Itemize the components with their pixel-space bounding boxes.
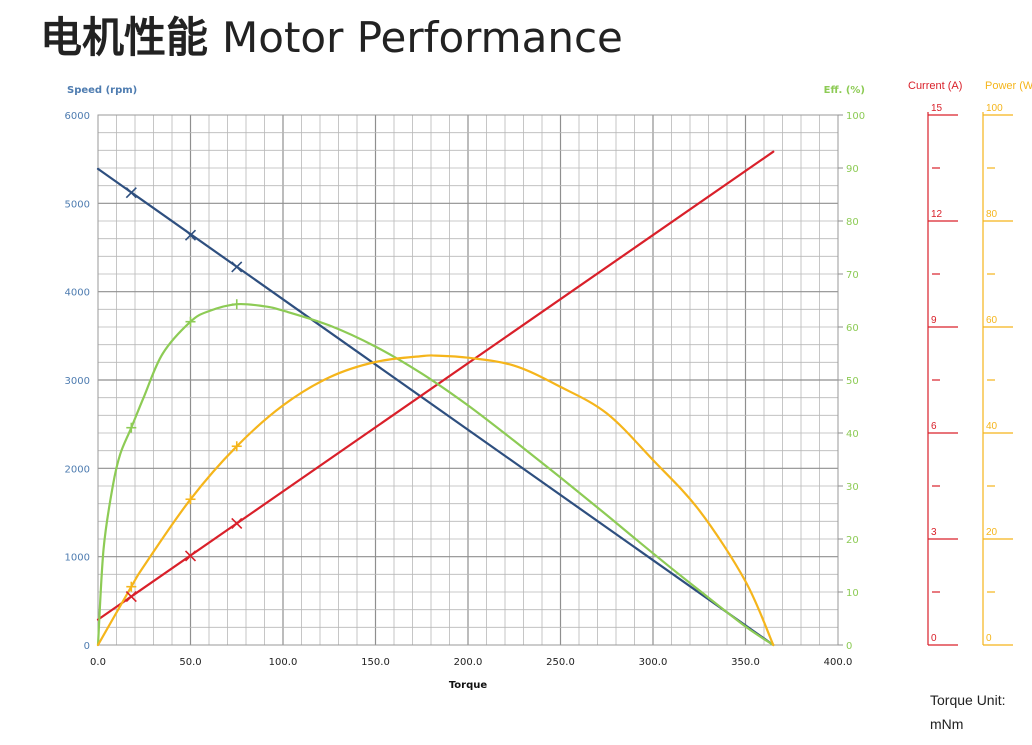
efficiency-line	[96, 302, 775, 647]
current-scale-label: 0	[931, 633, 937, 644]
speed-line	[96, 167, 775, 647]
efficiency-tick-label: 20	[846, 535, 859, 546]
torque-unit-note: Torque Unit: mNm	[930, 688, 1030, 736]
current-scale-label: 6	[931, 421, 937, 432]
speed-marker-stroke	[184, 229, 197, 241]
speed-tick-label: 3000	[65, 376, 90, 387]
efficiency-tick-label: 80	[846, 217, 859, 228]
x-tick-label: 150.0	[361, 657, 390, 668]
current-axis-title: Current (A)	[908, 80, 962, 92]
efficiency-tick-label: 10	[846, 588, 859, 599]
current-marker-stroke	[184, 550, 197, 562]
efficiency-tick-label: 100	[846, 111, 865, 122]
current-marker	[231, 517, 243, 530]
torque-unit-label: Torque Unit:	[930, 692, 1006, 708]
current-scale-label: 15	[931, 103, 943, 114]
speed-marker-stroke	[231, 261, 243, 273]
current-scale-label: 9	[931, 315, 937, 326]
x-tick-label: 400.0	[824, 657, 853, 668]
efficiency-axis-title: Eff. (%)	[824, 85, 865, 96]
series-markers	[125, 187, 243, 603]
speed-marker	[231, 261, 243, 273]
efficiency-tick-label: 0	[846, 641, 852, 652]
speed-marker	[184, 229, 197, 241]
efficiency-marker	[126, 422, 137, 433]
x-axis-title: Torque	[449, 680, 488, 691]
efficiency-tick-label: 70	[846, 270, 859, 281]
x-tick-label: 50.0	[179, 657, 201, 668]
page-title-chinese: 电机性能	[40, 13, 209, 62]
power-axis-title: Power (W	[985, 80, 1032, 92]
x-tick-label: 250.0	[546, 657, 575, 668]
power-scale-label: 40	[986, 421, 998, 432]
power-marker	[231, 441, 242, 452]
efficiency-tick-label: 90	[846, 164, 859, 175]
speed-tick-label: 1000	[65, 553, 90, 564]
speed-tick-label: 5000	[65, 199, 90, 210]
current-marker-stroke	[231, 517, 243, 530]
side-scales: 0 3 6 9 12 15 0 20 40 60 80 100	[927, 103, 1013, 646]
series-lines	[96, 150, 775, 647]
power-scale-label: 60	[986, 315, 998, 326]
power-scale-label: 80	[986, 209, 998, 220]
page-title: 电机性能 Motor Performance	[40, 4, 623, 65]
power-marker	[185, 494, 196, 505]
x-tick-label: 100.0	[269, 657, 298, 668]
page-title-english: Motor Performance	[222, 13, 623, 62]
power-scale-label: 100	[986, 103, 1003, 114]
power-scale-label: 20	[986, 527, 998, 538]
efficiency-marker	[231, 299, 242, 310]
power-line	[96, 354, 775, 647]
current-marker-stroke	[125, 591, 137, 603]
power-scale-label: 0	[986, 633, 992, 644]
x-tick-label: 0.0	[90, 657, 106, 668]
current-marker	[125, 591, 137, 603]
x-tick-label: 200.0	[454, 657, 483, 668]
axis-ticks: 0.0 50.0 100.0 150.0 200.0 250.0 300.0 350.0 400…	[65, 111, 866, 668]
x-tick-label: 300.0	[639, 657, 668, 668]
speed-marker	[125, 187, 137, 199]
power-marker	[126, 581, 137, 592]
axis-labels: Speed (rpm) Eff. (%) Current (A) Power (…	[67, 80, 1032, 691]
speed-tick-label: 4000	[65, 288, 90, 299]
efficiency-tick-label: 30	[846, 482, 859, 493]
efficiency-tick-label: 40	[846, 429, 859, 440]
efficiency-tick-label: 60	[846, 323, 859, 334]
efficiency-marker	[185, 316, 196, 327]
speed-axis-title: Speed (rpm)	[67, 85, 137, 96]
speed-tick-label: 0	[84, 641, 90, 652]
current-scale-label: 3	[931, 527, 937, 538]
current-marker	[184, 550, 197, 562]
speed-tick-label: 2000	[65, 464, 90, 475]
efficiency-tick-label: 50	[846, 376, 859, 387]
speed-marker-stroke	[125, 187, 137, 199]
speed-tick-label: 6000	[65, 111, 90, 122]
current-line	[96, 150, 775, 621]
current-scale-label: 12	[931, 209, 943, 220]
torque-unit-value: mNm	[930, 716, 964, 732]
grid	[98, 115, 838, 645]
x-tick-label: 350.0	[731, 657, 760, 668]
